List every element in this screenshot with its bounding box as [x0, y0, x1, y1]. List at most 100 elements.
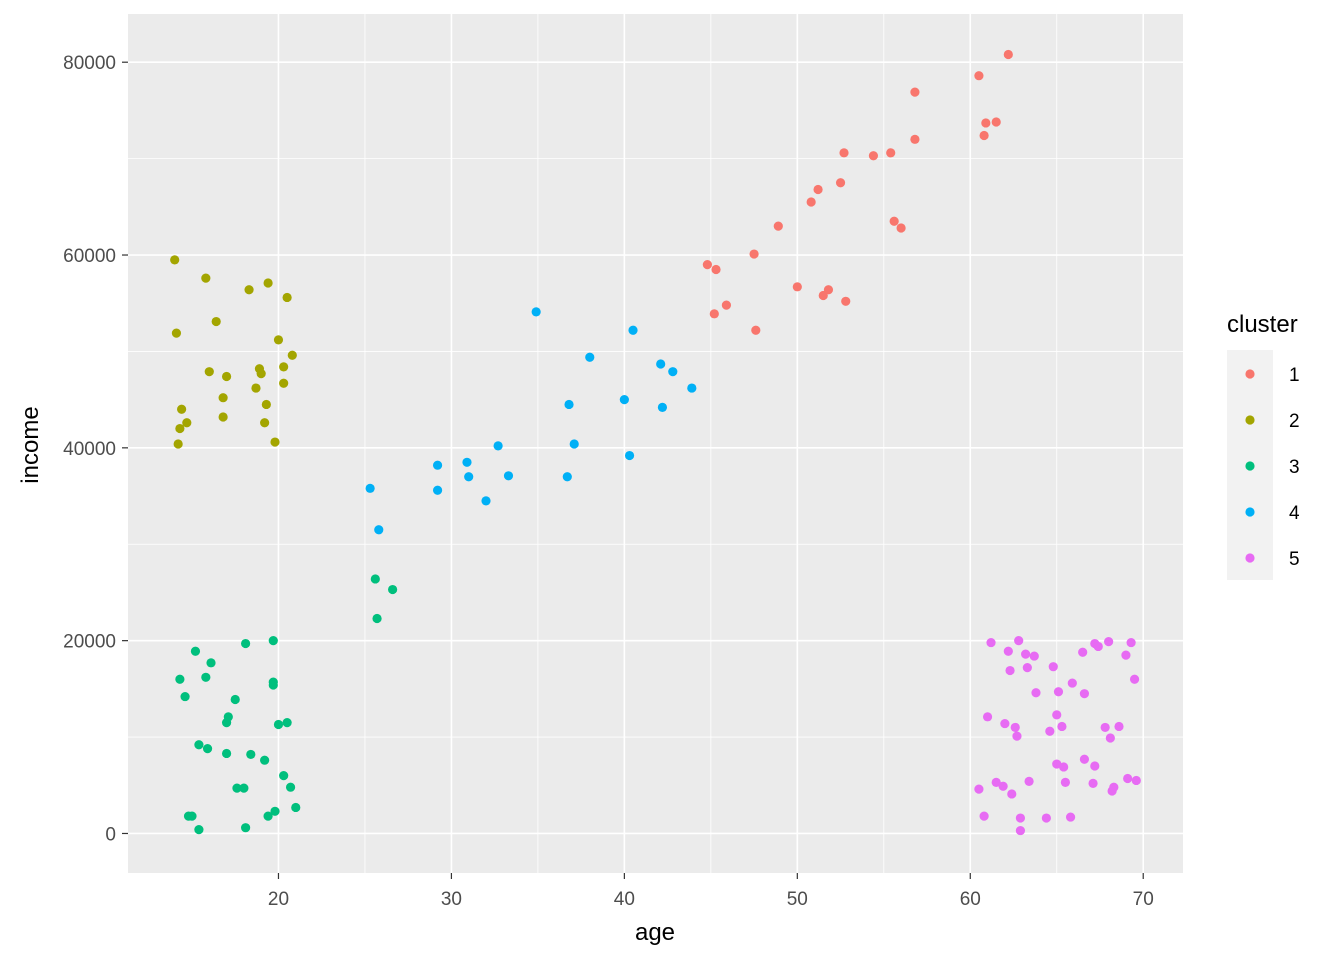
data-point-cluster-5 [1131, 775, 1141, 786]
data-point-cluster-3 [175, 674, 185, 684]
data-point-cluster-4 [531, 307, 541, 317]
data-point-cluster-2 [282, 292, 292, 303]
data-point-cluster-1 [813, 184, 823, 195]
data-point-cluster-4 [432, 460, 443, 470]
data-point-cluster-5 [1029, 651, 1039, 661]
data-point-cluster-3 [279, 771, 289, 781]
data-point-cluster-5 [1005, 665, 1015, 676]
x-tick-label: 30 [441, 889, 462, 910]
data-point-cluster-4 [687, 383, 697, 393]
data-point-cluster-5 [1010, 722, 1020, 733]
data-point-cluster-5 [1031, 688, 1041, 698]
data-point-cluster-1 [823, 285, 834, 295]
data-point-cluster-5 [1090, 761, 1100, 771]
data-point-cluster-5 [1126, 637, 1136, 648]
data-point-cluster-5 [1022, 663, 1032, 673]
data-point-cluster-2 [279, 362, 289, 372]
data-point-cluster-3 [246, 749, 256, 760]
data-point-cluster-1 [896, 223, 906, 233]
minor-gridlines [128, 14, 1183, 873]
data-point-cluster-4 [562, 472, 572, 482]
data-point-cluster-2 [218, 393, 228, 403]
data-point-cluster-5 [1053, 687, 1064, 697]
legend: cluster 1 2 3 4 5 [1227, 311, 1300, 580]
data-point-cluster-3 [270, 806, 280, 816]
data-point-cluster-5 [1079, 754, 1090, 764]
data-point-cluster-3 [241, 638, 251, 649]
data-point-cluster-1 [910, 134, 920, 144]
legend-label-4: 4 [1289, 503, 1300, 524]
data-point-cluster-4 [619, 395, 629, 405]
data-point-cluster-1 [792, 282, 802, 292]
data-point-cluster-5 [1078, 647, 1088, 657]
data-point-cluster-1 [773, 221, 783, 231]
data-point-cluster-3 [190, 646, 201, 656]
data-point-cluster-1 [991, 117, 1001, 127]
data-point-cluster-5 [1048, 662, 1058, 672]
data-point-cluster-1 [981, 118, 991, 128]
data-point-cluster-2 [218, 412, 228, 422]
y-tick-label: 0 [105, 824, 116, 845]
data-point-cluster-5 [991, 777, 1001, 787]
y-tick-label: 40000 [63, 439, 116, 460]
data-point-cluster-5 [1052, 759, 1062, 769]
legend-label-5: 5 [1289, 549, 1300, 570]
data-point-cluster-5 [998, 781, 1008, 791]
data-point-cluster-5 [1021, 649, 1031, 659]
legend-label-1: 1 [1289, 365, 1300, 386]
legend-key-5 [1245, 553, 1255, 563]
data-point-cluster-3 [241, 823, 251, 833]
data-point-cluster-5 [1114, 721, 1124, 732]
data-point-cluster-3 [221, 748, 232, 759]
data-point-cluster-2 [256, 369, 266, 379]
data-point-cluster-5 [1059, 762, 1069, 772]
data-point-cluster-4 [624, 450, 635, 461]
data-point-cluster-5 [1045, 726, 1055, 736]
data-point-cluster-2 [260, 418, 270, 428]
data-point-cluster-4 [656, 359, 666, 369]
data-point-cluster-1 [910, 87, 920, 97]
data-points [170, 49, 1141, 836]
data-point-cluster-5 [1041, 813, 1051, 823]
data-point-cluster-5 [1024, 776, 1034, 787]
data-point-cluster-4 [464, 472, 474, 482]
data-point-cluster-5 [974, 784, 984, 794]
data-point-cluster-5 [982, 712, 993, 722]
x-tick-label: 20 [268, 889, 289, 910]
data-point-cluster-2 [177, 404, 187, 414]
data-point-cluster-3 [206, 658, 216, 668]
legend-label-2: 2 [1289, 411, 1300, 432]
data-point-cluster-3 [232, 783, 242, 793]
data-point-cluster-3 [372, 613, 382, 624]
x-tick-label: 40 [614, 889, 635, 910]
data-point-cluster-3 [260, 755, 270, 765]
legend-key-2 [1245, 415, 1255, 425]
data-point-cluster-4 [365, 483, 375, 493]
data-point-cluster-3 [291, 802, 301, 813]
data-point-cluster-1 [806, 197, 816, 207]
data-point-cluster-2 [261, 399, 271, 410]
data-point-cluster-5 [1109, 782, 1119, 792]
data-point-cluster-1 [1003, 49, 1013, 60]
data-point-cluster-1 [751, 325, 761, 335]
major-gridlines [128, 14, 1183, 873]
data-point-cluster-4 [432, 485, 443, 495]
data-point-cluster-2 [171, 328, 182, 338]
legend-key-3 [1245, 461, 1255, 471]
data-point-cluster-4 [569, 439, 579, 449]
x-tick-label: 60 [960, 889, 981, 910]
data-point-cluster-5 [1000, 718, 1010, 729]
data-point-cluster-5 [1123, 773, 1133, 784]
data-point-cluster-1 [868, 151, 879, 161]
data-point-cluster-5 [1057, 721, 1067, 732]
data-point-cluster-4 [503, 471, 514, 481]
data-point-cluster-2 [173, 439, 183, 449]
data-point-cluster-5 [1121, 650, 1131, 660]
data-point-cluster-1 [839, 148, 849, 158]
x-tick-label: 50 [787, 889, 808, 910]
data-point-cluster-2 [182, 418, 192, 428]
data-point-cluster-2 [287, 350, 297, 360]
data-point-cluster-2 [270, 437, 280, 447]
data-point-cluster-3 [370, 574, 380, 584]
